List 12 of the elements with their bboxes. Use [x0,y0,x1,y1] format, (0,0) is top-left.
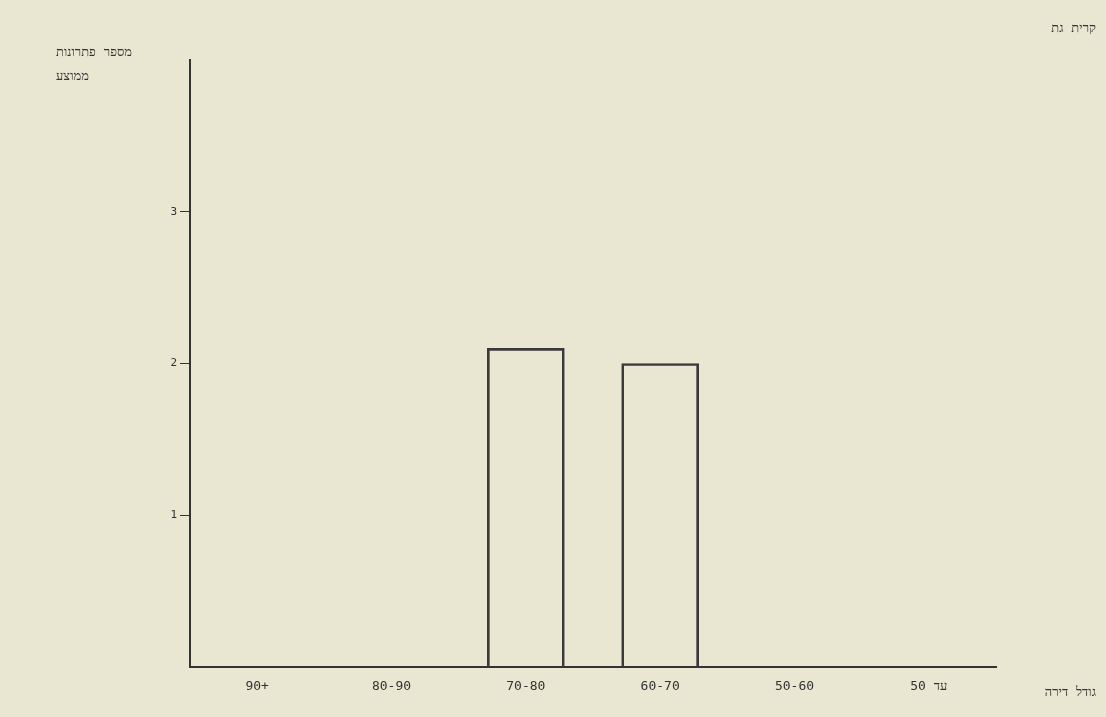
y-tick-label: 2 [170,356,177,370]
y-axis-title: מספר פתרונות ממוצע [56,43,134,85]
x-tick-label: 80-90 [371,678,412,694]
x-tick-label: 90+ [245,678,270,694]
y-tick-label: 3 [170,204,177,218]
x-tick-label: עד 50 [910,678,948,694]
x-tick-label: 60-70 [640,678,680,694]
x-tick-label: 50-60 [774,678,815,694]
x-axis-title: גודל דירה [1044,684,1096,700]
text: קרית גת [1051,20,1096,36]
y-tick-label: 1 [170,508,177,522]
x-tick-label: 70-80 [506,678,546,694]
